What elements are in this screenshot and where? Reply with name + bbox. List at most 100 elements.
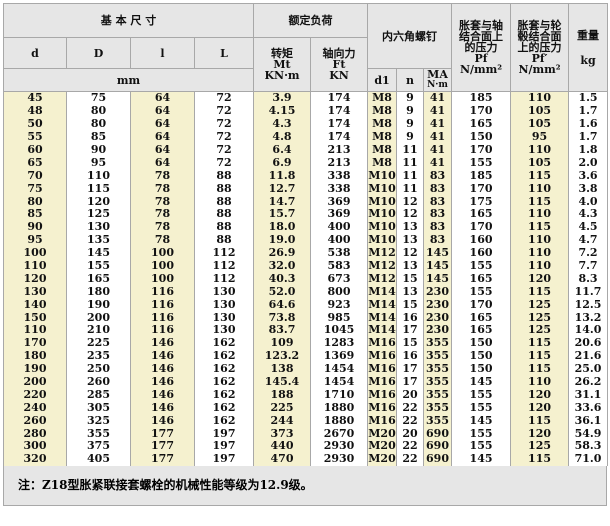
cell-d: 240 [3, 401, 67, 415]
cell-l: 100 [130, 247, 195, 260]
cell-ma: 83 [422, 182, 453, 196]
cell-torque: 6.4 [253, 144, 311, 157]
cell-D: 180 [66, 285, 131, 299]
cell-torque: 83.7 [253, 324, 311, 337]
table-row: 170 225 146 162 109 1283 M16 15 355 150 115 20.6 [3, 337, 609, 350]
cell-torque: 18.0 [253, 221, 311, 234]
cell-n: 11 [396, 182, 424, 196]
cell-pf2: 115 [510, 350, 570, 363]
cell-l: 146 [130, 337, 195, 350]
table-row: 100 145 100 112 26.9 538 M12 12 145 160 110 7.2 [3, 246, 609, 260]
cell-axial: 369 [310, 208, 368, 221]
table-row: 75 115 78 88 12.7 338 M10 11 83 170 110 3.8 [3, 182, 609, 196]
cell-L: 72 [194, 105, 254, 118]
cell-l: 177 [130, 440, 195, 453]
cell-ma: 83 [422, 195, 453, 209]
cell-D: 325 [66, 414, 131, 428]
cell-d1: M16 [367, 387, 397, 402]
cell-torque: 109 [253, 337, 311, 350]
header-pf: 胀套与轴结合面上的压力 Pf N/mm² [451, 3, 512, 92]
cell-torque: 225 [253, 401, 311, 415]
cell-ma: 690 [422, 440, 453, 453]
cell-D: 95 [66, 156, 131, 170]
cell-d1: M20 [367, 439, 397, 453]
cell-torque: 440 [253, 440, 311, 453]
cell-L: 130 [194, 324, 254, 337]
table-row: 130 180 116 130 52.0 800 M14 13 230 155 115 11.7 [3, 285, 609, 299]
cell-n: 22 [396, 440, 424, 453]
table-row: 240 305 146 162 225 1880 M16 22 355 155 120 33.6 [3, 400, 609, 415]
cell-weight: 4.0 [568, 195, 609, 209]
cell-pf: 145 [451, 414, 512, 428]
cell-axial: 2930 [310, 440, 368, 453]
cell-torque: 73.8 [253, 311, 311, 325]
cell-weight: 71.0 [568, 453, 609, 466]
cell-L: 72 [194, 118, 254, 131]
cell-weight: 8.3 [568, 272, 609, 286]
cell-n: 22 [396, 401, 424, 415]
cell-axial: 1880 [310, 414, 368, 428]
cell-n: 12 [396, 195, 424, 209]
header-D: D [66, 37, 131, 69]
axial-symbol: Ft [332, 58, 346, 71]
cell-axial: 1454 [310, 376, 368, 389]
cell-d1: M12 [367, 259, 397, 273]
cell-ma: 230 [422, 298, 453, 312]
cell-pf: 155 [451, 401, 512, 415]
cell-L: 72 [194, 91, 254, 105]
cell-l: 146 [130, 388, 195, 402]
cell-weight: 31.1 [568, 388, 609, 402]
cell-pf: 150 [451, 131, 512, 144]
cell-ma: 41 [422, 105, 453, 118]
cell-n: 12 [396, 208, 424, 221]
cell-axial: 673 [310, 272, 368, 286]
cell-d: 45 [3, 91, 67, 105]
header-d1: d1 [367, 68, 397, 92]
table-row: 80 120 78 88 14.7 369 M10 12 83 175 115 4.0 [3, 195, 609, 209]
cell-l: 146 [130, 363, 195, 376]
cell-axial: 985 [310, 311, 368, 325]
cell-axial: 538 [310, 247, 368, 260]
cell-D: 125 [66, 208, 131, 221]
cell-ma: 355 [422, 363, 453, 376]
cell-D: 225 [66, 337, 131, 350]
cell-ma: 355 [422, 376, 453, 389]
cell-d: 110 [3, 260, 67, 273]
cell-weight: 13.2 [568, 311, 609, 325]
cell-d1: M16 [367, 400, 397, 415]
cell-l: 64 [130, 118, 195, 131]
cell-D: 405 [66, 453, 131, 466]
cell-D: 135 [66, 234, 131, 247]
cell-D: 200 [66, 311, 131, 325]
cell-pf: 155 [451, 156, 512, 170]
cell-d1: M12 [367, 246, 397, 260]
cell-pf: 165 [451, 118, 512, 131]
cell-ma: 41 [422, 144, 453, 157]
header-n: n [396, 68, 424, 92]
cell-pf2: 125 [510, 311, 570, 325]
cell-weight: 1.7 [568, 105, 609, 118]
table-row: 110 155 100 112 32.0 583 M12 13 145 155 110 7.7 [3, 259, 609, 273]
cell-pf2: 120 [510, 272, 570, 286]
table-row: 280 355 177 197 373 2670 M20 20 690 155 120 54.9 [3, 427, 609, 441]
cell-pf2: 110 [510, 247, 570, 260]
cell-n: 20 [396, 388, 424, 402]
cell-d1: M16 [367, 349, 397, 363]
cell-weight: 1.8 [568, 144, 609, 157]
cell-d: 100 [3, 247, 67, 260]
cell-pf: 175 [451, 195, 512, 209]
cell-L: 130 [194, 285, 254, 299]
cell-torque: 145.4 [253, 376, 311, 389]
header-pf2: 胀套与轮毂结合面上的压力 Pf′ N/mm² [510, 3, 570, 92]
cell-d: 70 [3, 169, 67, 183]
cell-l: 64 [130, 156, 195, 170]
cell-l: 64 [130, 91, 195, 105]
table-row: 180 235 146 162 123.2 1369 M16 16 355 150 115 21.6 [3, 349, 609, 363]
table-row: 260 325 146 162 244 1880 M16 22 355 145 115 36.1 [3, 414, 609, 428]
cell-torque: 373 [253, 427, 311, 441]
cell-d1: M14 [367, 297, 397, 312]
cell-pf2: 95 [510, 131, 570, 144]
axial-title: 轴向力 [322, 47, 356, 60]
header-axial: 轴向力 Ft KN [310, 37, 368, 92]
cell-L: 162 [194, 414, 254, 428]
